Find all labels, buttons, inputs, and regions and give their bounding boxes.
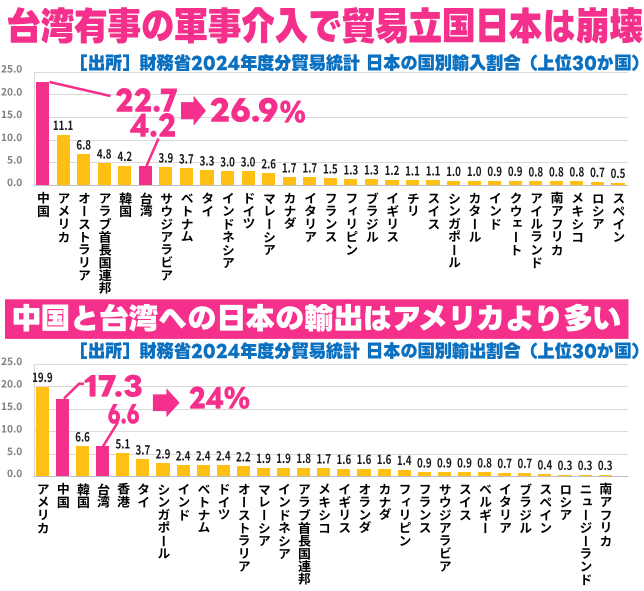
svg-text:中国と台湾への日本の輸出はアメリカより多い: 中国と台湾への日本の輸出はアメリカより多い [12,302,622,334]
svg-text:2.4: 2.4 [176,447,191,465]
svg-text:0.3: 0.3 [578,456,593,474]
svg-text:1.7: 1.7 [282,159,297,177]
svg-text:24%: 24% [189,382,250,412]
svg-text:0.8: 0.8 [477,454,492,472]
svg-text:3.7: 3.7 [179,150,194,168]
svg-text:5.1: 5.1 [115,435,130,453]
svg-text:0.3: 0.3 [558,456,573,474]
svg-text:20.0: 20.0 [1,376,22,391]
svg-text:17.3: 17.3 [84,371,144,400]
svg-text:1.6: 1.6 [377,451,392,469]
svg-text:0.8: 0.8 [570,163,585,181]
svg-text:1.7: 1.7 [302,159,317,177]
svg-text:台湾有事の軍事介入で貿易立国日本は崩壊: 台湾有事の軍事介入で貿易立国日本は崩壊 [7,5,643,47]
svg-text:1.5: 1.5 [323,160,338,178]
svg-text:0.0: 0.0 [7,465,22,480]
svg-text:1.6: 1.6 [357,451,372,469]
svg-text:4.2: 4.2 [117,148,132,166]
svg-text:3.9: 3.9 [159,149,174,167]
svg-text:1.1: 1.1 [405,162,420,180]
svg-text:1.0: 1.0 [467,162,482,180]
svg-text:2.2: 2.2 [236,448,251,466]
svg-text:0.3: 0.3 [598,456,613,474]
svg-text:0.4: 0.4 [538,456,553,474]
svg-text:1.3: 1.3 [364,161,379,179]
svg-text:0.7: 0.7 [497,455,512,473]
svg-text:0.9: 0.9 [437,454,452,472]
svg-text:6.6: 6.6 [75,428,90,446]
svg-text:11.1: 11.1 [53,116,74,134]
svg-text:22.7: 22.7 [115,83,178,115]
svg-text:10.0: 10.0 [1,129,22,144]
svg-text:［出所］財務省2024年度分貿易統計 日本の国別輸入割合（上: ［出所］財務省2024年度分貿易統計 日本の国別輸入割合（上位30か国） [71,52,644,72]
svg-text:4.2: 4.2 [130,108,177,140]
svg-text:15.0: 15.0 [1,398,22,413]
svg-text:20.0: 20.0 [1,83,22,98]
svg-text:2.9: 2.9 [156,445,171,463]
svg-text:3.7: 3.7 [136,441,151,459]
svg-text:10.0: 10.0 [1,420,22,435]
svg-text:15.0: 15.0 [1,106,22,121]
svg-text:1.3: 1.3 [344,161,359,179]
svg-text:［出所］財務省2024年度分貿易統計 日本の国別輸出割合（上: ［出所］財務省2024年度分貿易統計 日本の国別輸出割合（上位30か国） [71,341,644,361]
svg-text:2.4: 2.4 [196,447,211,465]
svg-text:5.0: 5.0 [7,443,22,458]
svg-text:26.9: 26.9 [210,93,279,125]
svg-text:0.5: 0.5 [611,164,626,182]
svg-text:0.8: 0.8 [549,163,564,181]
svg-text:0.9: 0.9 [487,163,502,181]
svg-text:19.9: 19.9 [32,369,53,387]
svg-text:2.4: 2.4 [216,447,231,465]
svg-text:0.9: 0.9 [417,454,432,472]
svg-text:1.4: 1.4 [397,451,412,469]
svg-text:4.8: 4.8 [97,145,112,163]
svg-text:1.8: 1.8 [296,450,311,468]
svg-text:0.9: 0.9 [457,454,472,472]
svg-text:1.7: 1.7 [316,450,331,468]
svg-text:6.6: 6.6 [108,401,140,428]
svg-text:0.9: 0.9 [508,163,523,181]
svg-text:1.9: 1.9 [256,449,271,467]
svg-text:%: % [280,96,306,126]
svg-text:6.8: 6.8 [76,136,91,154]
svg-text:25.0: 25.0 [1,61,22,76]
svg-text:1.9: 1.9 [276,449,291,467]
svg-text:3.0: 3.0 [220,153,235,171]
svg-text:3.3: 3.3 [200,152,215,170]
svg-text:1.0: 1.0 [446,162,461,180]
svg-text:1.2: 1.2 [385,161,400,179]
svg-text:25.0: 25.0 [1,353,22,368]
svg-text:5.0: 5.0 [7,152,22,167]
svg-text:1.6: 1.6 [337,451,352,469]
svg-text:2.6: 2.6 [261,155,276,173]
svg-text:0.7: 0.7 [517,455,532,473]
svg-text:0.7: 0.7 [590,164,605,182]
svg-text:3.0: 3.0 [241,153,256,171]
svg-text:0.8: 0.8 [528,163,543,181]
svg-text:0.0: 0.0 [7,174,22,189]
svg-text:1.1: 1.1 [426,162,441,180]
